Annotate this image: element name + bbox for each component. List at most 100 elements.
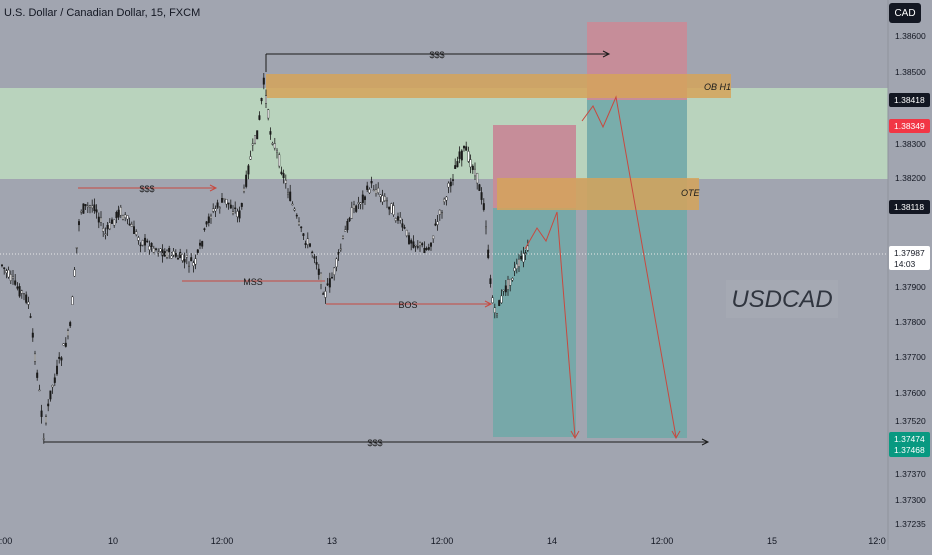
candle-body	[154, 248, 157, 250]
candle-body	[295, 214, 298, 217]
price-tick: 1.38500	[895, 67, 926, 77]
candle-body	[1, 264, 4, 267]
candle-body	[405, 229, 408, 237]
currency-button[interactable]: CAD	[889, 3, 921, 23]
symbol-title[interactable]: U.S. Dollar / Canadian Dollar, 15, FXCM	[4, 7, 201, 19]
candle-body	[522, 253, 525, 263]
candle-body	[364, 196, 367, 200]
candle-body	[379, 194, 382, 197]
candle-body	[313, 256, 316, 259]
candle-body	[88, 205, 91, 208]
candle-body	[509, 278, 512, 286]
projection-path-2	[581, 95, 677, 438]
candle-body	[432, 235, 435, 239]
candle-body	[258, 115, 261, 120]
candle-body	[110, 219, 113, 224]
candle-body	[493, 307, 496, 313]
candle-body	[161, 249, 164, 257]
candle-body	[29, 316, 32, 318]
candle-body	[454, 165, 457, 169]
candle-body	[203, 228, 206, 230]
candle-body	[485, 226, 488, 229]
time-label: 12:00	[211, 536, 234, 546]
candle-body	[278, 154, 281, 167]
candle-body	[7, 269, 10, 278]
candle-body	[388, 206, 391, 210]
candle-body	[176, 258, 179, 260]
candle-body	[128, 223, 131, 226]
candle-body	[342, 235, 345, 239]
candle-body	[40, 410, 43, 417]
candle-body	[231, 211, 234, 214]
low-price-label-bg	[889, 432, 930, 457]
candle-body	[64, 342, 67, 347]
candle-body	[104, 233, 107, 235]
candle-body	[216, 202, 219, 208]
time-label: 15	[767, 536, 777, 546]
candle-body	[500, 295, 503, 304]
time-axis[interactable]: :00 10 12:00 13 12:00 14 12:00 15 12:0	[0, 536, 886, 546]
candle-body	[311, 251, 314, 254]
candle-body	[293, 208, 296, 211]
candle-body	[236, 211, 239, 218]
candle-body	[183, 259, 186, 263]
candle-body	[192, 262, 195, 267]
price-axis[interactable]	[888, 0, 932, 550]
last-price-red-label-bg	[889, 119, 930, 133]
candle-body	[31, 332, 34, 338]
time-label: 14	[547, 536, 557, 546]
candle-body	[298, 221, 301, 225]
candle-body	[375, 189, 378, 194]
candle-body	[38, 389, 41, 392]
candle-body	[300, 226, 303, 229]
price-tick: 1.38300	[895, 139, 926, 149]
candle-body	[438, 209, 441, 215]
candle-body	[441, 212, 444, 214]
candle-body	[47, 403, 50, 407]
candle-body	[421, 243, 424, 246]
candle-body	[368, 189, 371, 194]
candle-body	[370, 181, 373, 184]
watermark-box	[726, 280, 838, 318]
sss-bottom-arrowhead	[701, 438, 710, 446]
time-label: 13	[327, 536, 337, 546]
bar-countdown-label: 14:03	[894, 259, 916, 269]
candle-body	[86, 205, 89, 208]
candle-body	[150, 242, 153, 248]
candle-body	[447, 182, 450, 188]
time-label: 12:00	[651, 536, 674, 546]
candle-body	[245, 174, 248, 187]
candle-body	[51, 384, 54, 388]
price-tick: 1.37800	[895, 317, 926, 327]
candle-body	[77, 221, 80, 226]
candle-body	[207, 216, 210, 224]
candle-body	[36, 372, 39, 378]
candle-body	[276, 150, 279, 153]
price-tick: 1.37600	[895, 388, 926, 398]
candle-body	[141, 240, 144, 246]
candle-body	[289, 191, 292, 201]
candle-body	[372, 189, 375, 192]
candle-body	[212, 208, 215, 212]
candle-body	[113, 219, 116, 226]
candle-body	[504, 285, 507, 293]
candle-body	[5, 270, 8, 274]
candle-body	[220, 198, 223, 203]
candle-body	[487, 249, 490, 258]
candle-body	[238, 210, 241, 219]
candle-body	[234, 207, 237, 210]
candle-body	[135, 231, 138, 235]
candle-body	[75, 247, 78, 249]
candle-body	[427, 247, 430, 250]
candle-body	[304, 243, 307, 245]
candle-body	[306, 238, 309, 245]
candle-body	[172, 251, 175, 256]
candle-body	[355, 205, 358, 212]
candle-body	[27, 301, 30, 305]
candle-body	[344, 229, 347, 232]
time-label: 12:00	[431, 536, 454, 546]
candle-body	[515, 263, 518, 269]
candle-body	[165, 250, 168, 258]
